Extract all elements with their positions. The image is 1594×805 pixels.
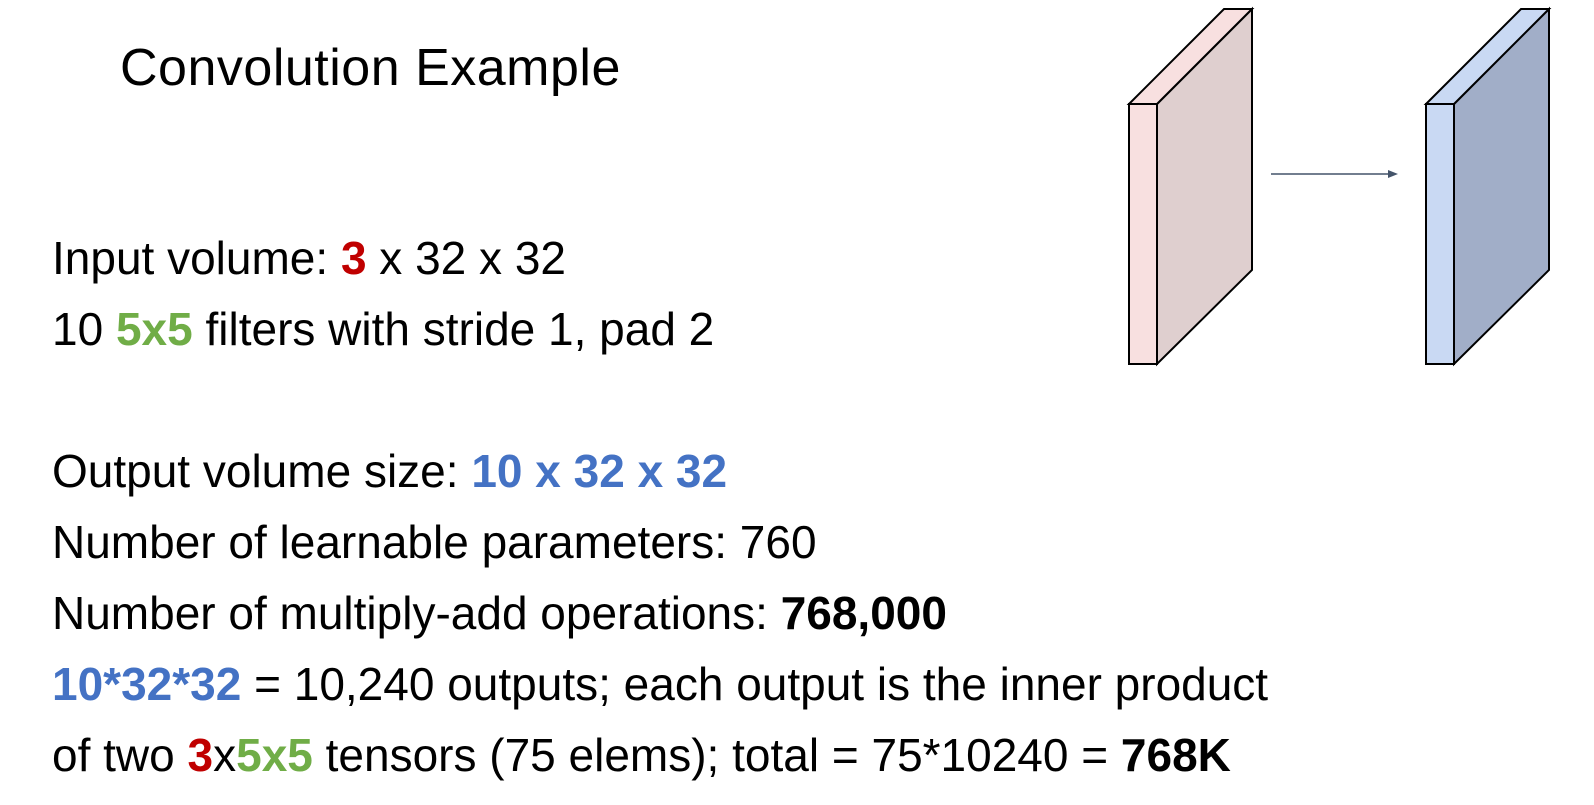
arrow-icon	[1271, 170, 1398, 178]
total-ops-value: 768K	[1120, 729, 1231, 781]
learnable-params-line: Number of learnable parameters: 760	[52, 517, 817, 568]
page-title: Convolution Example	[120, 39, 621, 97]
tensor-channels-value: 3	[187, 729, 214, 781]
multiply-add-value: 768,000	[780, 587, 947, 639]
filter-count: 10	[52, 303, 116, 355]
tensors-line: of two 3x5x5 tensors (75 elems); total =…	[52, 730, 1231, 781]
multiply-add-line: Number of multiply-add operations: 768,0…	[52, 588, 947, 639]
input-volume-slab	[1126, 6, 1255, 367]
outputs-description: = 10,240 outputs; each output is the inn…	[241, 658, 1269, 710]
multiply-add-label: Number of multiply-add operations:	[52, 587, 781, 639]
output-volume-line: Output volume size: 10 x 32 x 32	[52, 446, 727, 497]
output-volume-slab	[1423, 6, 1552, 367]
filters-line: 10 5x5 filters with stride 1, pad 2	[52, 304, 714, 355]
tensor-times-symbol: x	[213, 729, 237, 781]
output-volume-size: 10 x 32 x 32	[471, 445, 728, 497]
tensors-middle-text: tensors (75 elems); total = 75*10240 =	[312, 729, 1121, 781]
tensors-prefix: of two	[52, 729, 188, 781]
tensor-filter-size: 5x5	[236, 729, 313, 781]
output-volume-label: Output volume size:	[52, 445, 472, 497]
outputs-line: 10*32*32 = 10,240 outputs; each output i…	[52, 659, 1268, 710]
filter-size-value: 5x5	[115, 303, 193, 355]
input-volume-label: Input volume:	[52, 232, 341, 284]
convolution-diagram	[1126, 6, 1552, 367]
input-volume-line: Input volume: 3 x 32 x 32	[52, 233, 566, 284]
outputs-expression: 10*32*32	[52, 658, 242, 710]
filter-config: filters with stride 1, pad 2	[192, 303, 715, 355]
input-channels-value: 3	[340, 232, 367, 284]
input-volume-dims: x 32 x 32	[366, 232, 566, 284]
learnable-params-text: Number of learnable parameters: 760	[52, 516, 817, 568]
